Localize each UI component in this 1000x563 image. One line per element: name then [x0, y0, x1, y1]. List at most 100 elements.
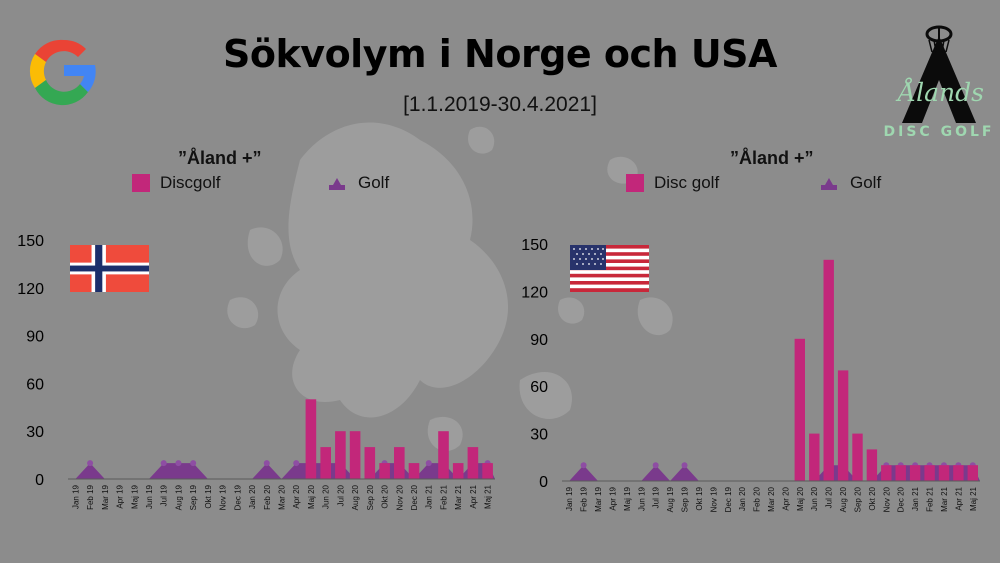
discgolf-bar — [364, 447, 376, 479]
x-tick-label: Nov 19 — [219, 484, 228, 510]
golf-swatch-icon — [821, 178, 837, 190]
discgolf-bar — [794, 338, 805, 481]
x-tick-label: Feb 20 — [263, 484, 272, 509]
discgolf-bar — [924, 465, 935, 481]
x-tick-label: Mar 20 — [278, 484, 287, 509]
legend-item-golf-norway: Golf — [328, 173, 389, 193]
x-tick-label: Maj 21 — [969, 486, 978, 511]
legend-label: Discgolf — [160, 173, 221, 192]
x-tick-label: Okt 19 — [695, 486, 704, 510]
x-tick-label: Mar 21 — [454, 484, 463, 509]
golf-swatch-icon — [329, 178, 345, 190]
discgolf-bar — [320, 447, 331, 479]
discgolf-bar — [823, 259, 834, 481]
x-tick-label: Sep 19 — [681, 486, 690, 512]
golf-point — [580, 462, 587, 469]
legend-item-golf-usa: Golf — [820, 173, 881, 193]
x-tick-label: Maj 19 — [130, 484, 139, 509]
golf-point — [293, 460, 300, 467]
discgolf-bar — [953, 465, 964, 481]
x-tick-label: Apr 20 — [292, 484, 301, 508]
y-tick-label: 150 — [17, 233, 44, 250]
discgolf-bar — [452, 463, 464, 479]
usa-flag-icon — [570, 245, 649, 292]
x-tick-label: Maj 19 — [623, 486, 632, 511]
page-subtitle: [1.1.2019-30.4.2021] — [403, 93, 597, 116]
discgolf-bar — [482, 463, 493, 479]
x-tick-label: Maj 21 — [484, 484, 493, 509]
aland-disc-golf-logo — [902, 25, 976, 123]
discgolf-bar — [967, 465, 978, 481]
norway-flag-icon — [70, 245, 149, 292]
x-tick-label: Jul 19 — [160, 484, 169, 506]
x-tick-label: Maj 20 — [796, 486, 805, 511]
golf-point — [652, 462, 659, 469]
legend-title-norway: ”Åland +” — [178, 148, 262, 168]
discgolf-bar — [438, 431, 449, 479]
discgolf-bar — [809, 433, 820, 481]
legend-item-discgolf-usa: Disc golf — [626, 173, 719, 193]
legend-label: Golf — [358, 173, 390, 192]
google-g-icon — [29, 39, 96, 106]
golf-point — [263, 460, 270, 467]
x-tick-label: Aug 19 — [666, 486, 675, 512]
x-tick-label: Jan 21 — [911, 486, 920, 511]
legend-item-discgolf-norway: Discgolf — [132, 173, 220, 193]
legend-label: Disc golf — [654, 173, 720, 192]
discgolf-bar — [852, 433, 863, 481]
golf-point — [190, 460, 197, 467]
legend-label: Golf — [850, 173, 882, 192]
x-tick-label: Nov 20 — [882, 486, 891, 512]
x-tick-label: Aug 20 — [351, 484, 360, 510]
x-tick-label: Nov 19 — [709, 486, 718, 512]
x-tick-label: Mar 19 — [594, 486, 603, 511]
discgolf-bar — [938, 465, 950, 481]
golf-point — [87, 460, 94, 467]
y-tick-label: 0 — [35, 472, 44, 489]
x-tick-label: Jul 20 — [336, 484, 345, 506]
page-title: Sökvolym i Norge och USA — [223, 32, 777, 76]
golf-point — [681, 462, 688, 469]
x-tick-label: Apr 20 — [781, 486, 790, 510]
discgolf-bar — [895, 465, 906, 481]
x-tick-label: Sep 19 — [189, 484, 198, 510]
discgolf-bar — [866, 449, 878, 481]
logo-name: Ålands — [898, 78, 984, 107]
discgolf-bar — [379, 463, 390, 479]
x-tick-label: Sep 20 — [853, 486, 862, 512]
x-tick-label: Jan 19 — [565, 486, 574, 511]
x-tick-label: Maj 20 — [307, 484, 316, 509]
x-tick-label: Aug 20 — [839, 486, 848, 512]
x-tick-label: Jul 20 — [825, 486, 834, 508]
discgolf-bar — [335, 431, 346, 479]
x-tick-label: Okt 20 — [381, 484, 390, 508]
x-tick-label: Apr 21 — [469, 484, 478, 508]
x-tick-label: Dec 19 — [233, 484, 242, 510]
x-tick-label: Jun 19 — [145, 484, 154, 509]
x-tick-label: Feb 20 — [753, 486, 762, 511]
y-tick-label: 30 — [530, 427, 548, 444]
x-tick-label: Okt 19 — [204, 484, 213, 508]
x-tick-label: Feb 21 — [926, 486, 935, 511]
logo-subtitle: DISC GOLF — [883, 124, 995, 140]
x-tick-label: Dec 20 — [897, 486, 906, 512]
chart-norway: 0 30 60 90 120 150 Jan 19 Feb 19 Mar 19 Apr 19 Maj… — [17, 233, 495, 510]
x-tick-label: Feb 21 — [439, 484, 448, 509]
x-tick-label: Nov 20 — [395, 484, 404, 510]
y-tick-label: 120 — [521, 284, 548, 301]
x-tick-label: Apr 19 — [608, 486, 617, 510]
chart-usa: 0 30 60 90 120 150 Jan 19 Feb 19 Mar 19 Apr 19 Maj… — [521, 237, 980, 512]
y-tick-label: 60 — [530, 379, 548, 396]
x-tick-label: Mar 20 — [767, 486, 776, 511]
discgolf-bar — [305, 399, 317, 479]
discgolf-bar — [467, 447, 479, 479]
x-tick-label: Jun 19 — [637, 486, 646, 511]
y-tick-label: 0 — [539, 474, 548, 491]
y-tick-label: 120 — [17, 281, 44, 298]
x-tick-label: Okt 20 — [868, 486, 877, 510]
golf-point — [425, 460, 432, 467]
x-tick-label: Aug 19 — [174, 484, 183, 510]
x-tick-label: Mar 21 — [940, 486, 949, 511]
x-tick-label: Feb 19 — [580, 486, 589, 511]
discgolf-bar — [394, 447, 405, 479]
